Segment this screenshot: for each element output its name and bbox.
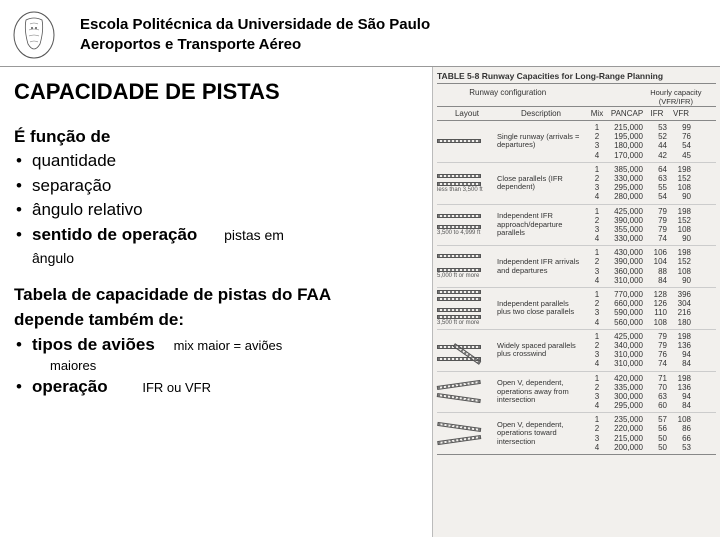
table-header: Layout Description Mix PANCAP IFR VFR [437, 107, 716, 121]
bullet-note: IFR ou VFR [142, 380, 211, 395]
table-row: 3,500 ft or moreIndependent parallels pl… [437, 288, 716, 330]
row-vfr: 99765445 [669, 123, 693, 160]
bullet-text: operação [32, 377, 108, 396]
col-mix: Mix [585, 109, 609, 118]
row-desc: Open V, dependent, operations away from … [497, 379, 585, 405]
col-desc: Description [497, 109, 585, 118]
table-row: 3,500 to 4,999 ftIndependent IFR approac… [437, 205, 716, 247]
bullet-item: tipos de aviões mix maior = aviões maior… [14, 333, 428, 375]
row-desc: Independent parallels plus two close par… [497, 300, 585, 317]
capacity-table: TABLE 5-8 Runway Capacities for Long-Ran… [432, 67, 720, 537]
row-ifr: 128126110108 [645, 290, 669, 327]
left-column: CAPACIDADE DE PISTAS É função de quantid… [0, 67, 432, 537]
table-row: Widely spaced parallels plus crosswind12… [437, 330, 716, 372]
layout-diagram [437, 345, 497, 356]
row-ifr: 57565050 [645, 415, 669, 452]
header-line2: Aeroportos e Transporte Aéreo [80, 35, 430, 55]
bullet-item: separação [14, 174, 428, 199]
row-desc: Independent IFR approach/departure paral… [497, 212, 585, 238]
row-vfr: 1981369484 [669, 374, 693, 411]
header-line1: Escola Politécnica da Universidade de Sã… [80, 15, 430, 35]
row-desc: Close parallels (IFR dependent) [497, 175, 585, 192]
col-hourly: Hourly capacity (VFR/IFR) [636, 88, 716, 106]
row-mix: 1234 [585, 374, 609, 411]
col-vfr: VFR [669, 109, 693, 118]
main-content: CAPACIDADE DE PISTAS É função de quantid… [0, 67, 720, 537]
row-vfr: 108866653 [669, 415, 693, 452]
table-row: 5,000 ft or moreIndependent IFR arrivals… [437, 246, 716, 288]
row-ifr: 1061048884 [645, 248, 669, 285]
row-mix: 1234 [585, 415, 609, 452]
row-vfr: 19815210890 [669, 165, 693, 202]
table-caption: TABLE 5-8 Runway Capacities for Long-Ran… [437, 71, 716, 84]
row-mix: 1234 [585, 207, 609, 244]
bullet-text: sentido de operação [32, 225, 197, 244]
row-pancap: 425,000390,000355,000330,000 [609, 207, 645, 244]
layout-diagram: 5,000 ft or more [437, 254, 497, 279]
row-pancap: 420,000335,000300,000295,000 [609, 374, 645, 411]
row-desc: Widely spaced parallels plus crosswind [497, 342, 585, 359]
bullet-list-1: quantidade separação ângulo relativo sen… [14, 149, 428, 248]
row-pancap: 235,000220,000215,000200,000 [609, 415, 645, 452]
row-desc: Open V, dependent, operations toward int… [497, 421, 585, 447]
bullet-item: quantidade [14, 149, 428, 174]
bullet-list-2: tipos de aviões mix maior = aviões maior… [14, 333, 428, 399]
col-pancap: PANCAP [609, 109, 645, 118]
institution-logo [12, 10, 56, 60]
row-ifr: 64635554 [645, 165, 669, 202]
row-vfr: 19815210890 [669, 207, 693, 244]
bullet-note: mix maior = aviões [174, 338, 283, 353]
sub-note: ângulo [32, 250, 428, 266]
row-mix: 1234 [585, 290, 609, 327]
row-pancap: 215,000195,000180,000170,000 [609, 123, 645, 160]
row-mix: 1234 [585, 248, 609, 285]
intro-text: É função de [14, 127, 428, 147]
bullet-note2: maiores [50, 357, 428, 375]
table-row: less than 3,500 ftClose parallels (IFR d… [437, 163, 716, 205]
row-pancap: 385,000330,000295,000280,000 [609, 165, 645, 202]
col-layout: Layout [437, 109, 497, 118]
layout-diagram [437, 428, 497, 439]
row-desc: Single runway (arrivals = departures) [497, 133, 585, 150]
table-row: Open V, dependent, operations away from … [437, 372, 716, 414]
para2-line1: Tabela de capacidade de pistas do FAA [14, 284, 428, 307]
header-text: Escola Politécnica da Universidade de Sã… [80, 15, 430, 56]
row-vfr: 396304216180 [669, 290, 693, 327]
table-body: Single runway (arrivals = departures)123… [437, 121, 716, 455]
layout-diagram [437, 386, 497, 397]
row-ifr: 79797974 [645, 207, 669, 244]
row-ifr: 79797674 [645, 332, 669, 369]
col-config: Runway configuration [437, 88, 578, 106]
layout-diagram: less than 3,500 ft [437, 174, 497, 193]
slide-header: Escola Politécnica da Universidade de Sã… [0, 0, 720, 67]
row-desc: Independent IFR arrivals and departures [497, 258, 585, 275]
bullet-item: sentido de operação pistas em [14, 223, 428, 248]
row-pancap: 770,000660,000590,000560,000 [609, 290, 645, 327]
row-pancap: 425,000340,000310,000310,000 [609, 332, 645, 369]
row-ifr: 53524442 [645, 123, 669, 160]
row-mix: 1234 [585, 165, 609, 202]
slide-title: CAPACIDADE DE PISTAS [14, 79, 428, 105]
row-pancap: 430,000390,000360,000310,000 [609, 248, 645, 285]
row-vfr: 19815210890 [669, 248, 693, 285]
para2-line2: depende também de: [14, 309, 428, 332]
table-header-top: Runway configuration Hourly capacity (VF… [437, 86, 716, 107]
row-ifr: 71706360 [645, 374, 669, 411]
layout-diagram [437, 139, 497, 143]
col-ifr: IFR [645, 109, 669, 118]
layout-diagram: 3,500 ft or more [437, 290, 497, 326]
bullet-item: operação IFR ou VFR [14, 375, 428, 399]
row-mix: 1234 [585, 123, 609, 160]
bullet-text: tipos de aviões [32, 335, 155, 354]
row-mix: 1234 [585, 332, 609, 369]
table-row: Single runway (arrivals = departures)123… [437, 121, 716, 163]
row-vfr: 1981369484 [669, 332, 693, 369]
bullet-inline-note: pistas em [224, 227, 284, 243]
table-row: Open V, dependent, operations toward int… [437, 413, 716, 455]
right-column: TABLE 5-8 Runway Capacities for Long-Ran… [432, 67, 720, 537]
layout-diagram: 3,500 to 4,999 ft [437, 214, 497, 236]
bullet-item: ângulo relativo [14, 198, 428, 223]
